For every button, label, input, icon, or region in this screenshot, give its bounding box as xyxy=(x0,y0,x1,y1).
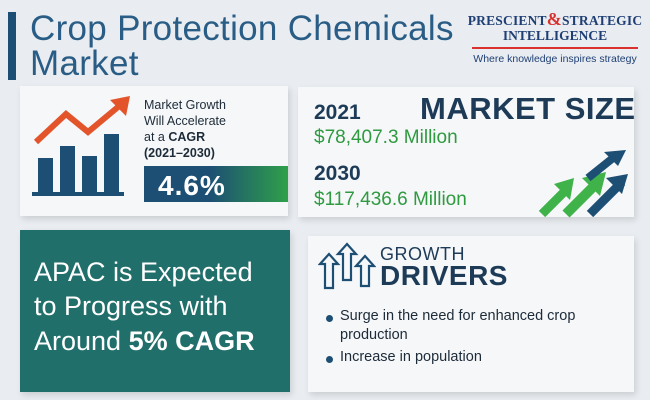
logo-name: PRESCIENT&STRATEGIC xyxy=(466,10,644,28)
apac-cagr: 5% CAGR xyxy=(128,326,255,356)
value-2021: $78,407.3 Million xyxy=(314,127,458,148)
cagr-banner: 4.6% xyxy=(144,166,288,202)
growth-text-line1: Market Growth xyxy=(144,98,226,112)
company-logo[interactable]: PRESCIENT&STRATEGIC INTELLIGENCE Where k… xyxy=(466,6,644,68)
bullet-dot xyxy=(326,315,333,322)
growth-text-prefix: at a xyxy=(144,130,169,144)
bar-chart-growth-icon xyxy=(32,96,130,196)
apac-text-prefix: Around xyxy=(34,326,129,356)
up-arrows-icon xyxy=(318,242,376,290)
growth-arrows-icon xyxy=(538,150,628,218)
logo-tagline: Where knowledge inspires strategy xyxy=(473,53,637,65)
page-title-line2: Market xyxy=(30,44,139,83)
growth-description: Market Growth Will Accelerate at a CAGR … xyxy=(144,97,286,161)
apac-text-line3: Around 5% CAGR xyxy=(34,328,255,355)
cagr-value: 4.6% xyxy=(158,170,226,201)
drivers-label: DRIVERS xyxy=(380,260,508,291)
growth-text-cagr: CAGR xyxy=(168,130,206,144)
logo-name-left: PRESCIENT xyxy=(467,13,547,28)
logo-name-line2: INTELLIGENCE xyxy=(502,28,608,43)
growth-text-line3: at a CAGR xyxy=(144,129,286,145)
value-2030: $117,436.6 Million xyxy=(314,189,467,210)
year-2021-label: 2021 xyxy=(314,101,361,124)
title-accent-bar xyxy=(8,12,16,80)
driver-item: Surge in the need for enhanced crop prod… xyxy=(340,308,576,343)
page-title-line1: Crop Protection Chemicals xyxy=(30,9,454,48)
apac-card xyxy=(20,230,290,392)
growth-period: (2021–2030) xyxy=(144,146,215,160)
year-2030-label: 2030 xyxy=(314,162,361,185)
growth-label: GROWTH xyxy=(380,244,465,264)
apac-text-line1: APAC is Expected xyxy=(34,257,253,287)
logo-name-right: STRATEGIC xyxy=(561,13,643,28)
bullet-dot xyxy=(326,356,333,363)
logo-divider xyxy=(472,47,638,49)
market-size-heading: MARKET SIZE xyxy=(420,91,636,126)
logo-ampersand: & xyxy=(546,9,562,29)
growth-drivers-card xyxy=(308,236,634,392)
growth-text-line2: Will Accelerate xyxy=(144,114,226,128)
driver-item: Increase in population xyxy=(340,349,482,365)
apac-text-line2: to Progress with xyxy=(34,291,228,321)
